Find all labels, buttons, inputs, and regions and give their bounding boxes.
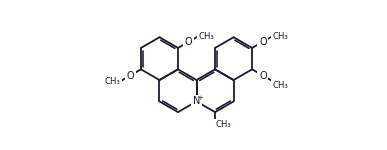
Text: +: + xyxy=(198,95,204,101)
Text: CH₃: CH₃ xyxy=(105,77,121,86)
Text: CH₃: CH₃ xyxy=(199,32,214,41)
Text: CH₃: CH₃ xyxy=(216,120,232,129)
Text: O: O xyxy=(185,37,193,47)
Text: N: N xyxy=(193,96,200,106)
Text: CH₃: CH₃ xyxy=(272,81,288,90)
Text: O: O xyxy=(127,70,134,81)
Text: O: O xyxy=(259,70,267,81)
Text: CH₃: CH₃ xyxy=(272,32,288,41)
Text: O: O xyxy=(259,37,267,47)
